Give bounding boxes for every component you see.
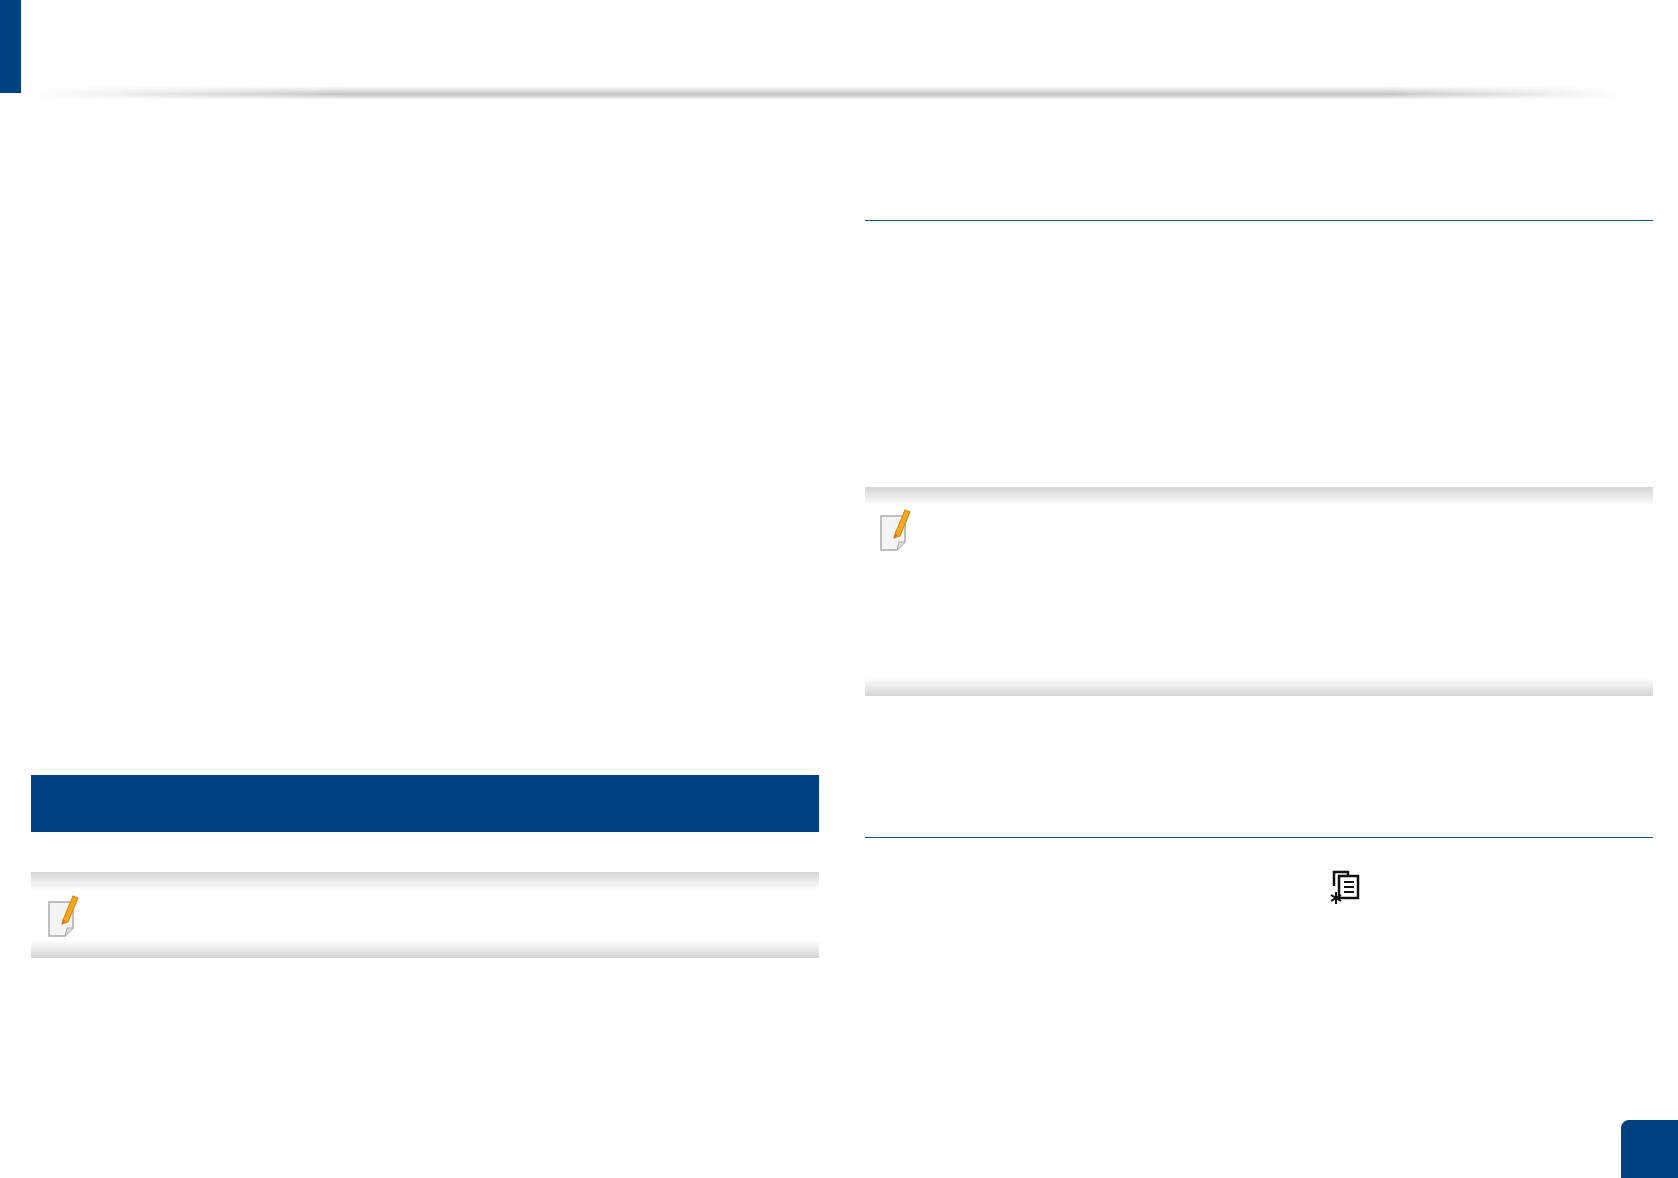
- chapter-tab-marker: [0, 0, 21, 93]
- note-pencil-icon: [48, 895, 79, 937]
- header-shadow-divider: [25, 86, 1625, 100]
- section-rule: [865, 220, 1653, 221]
- note-box: [865, 487, 1653, 696]
- section-header-bar: [31, 775, 819, 832]
- menu-copy-settings-icon: [1330, 870, 1360, 904]
- note-pencil-icon: [880, 509, 911, 551]
- note-box: [31, 872, 819, 958]
- page-number-box: [1621, 1120, 1678, 1178]
- section-rule: [865, 837, 1653, 838]
